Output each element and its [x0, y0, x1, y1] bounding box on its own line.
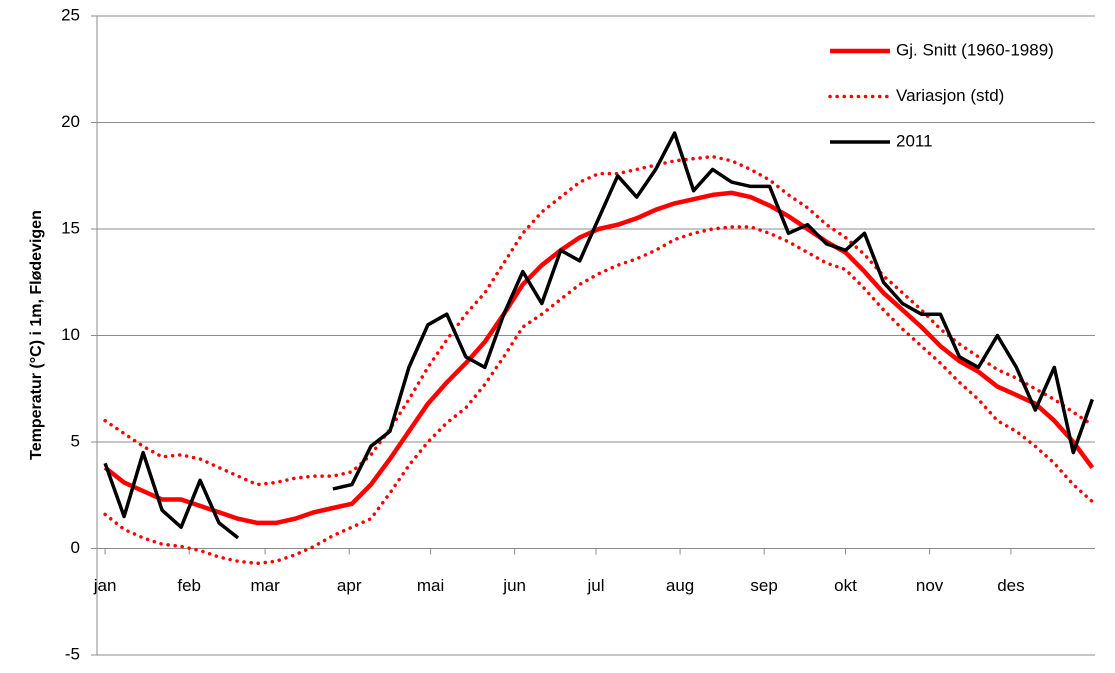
series-line	[103, 131, 1094, 540]
x-tick-label: feb	[177, 576, 201, 595]
y-tick-label: 15	[61, 218, 80, 237]
x-tick-label: nov	[916, 576, 944, 595]
x-tick-label: des	[997, 576, 1024, 595]
x-tick-label: mai	[417, 576, 444, 595]
x-tick-label: aug	[666, 576, 694, 595]
x-tick-label: jul	[586, 576, 604, 595]
y-axis-label: Temperatur (°C) i 1m, Flødevigen	[28, 210, 45, 460]
y-tick-label: 10	[61, 325, 80, 344]
x-tick-label: jun	[502, 576, 526, 595]
x-tick-label: jan	[93, 576, 117, 595]
y-tick-label: -5	[65, 644, 80, 663]
series-line	[103, 154, 1095, 487]
x-tick-label: mar	[251, 576, 281, 595]
x-tick-label: apr	[337, 576, 362, 595]
series-line	[103, 190, 1095, 526]
y-tick-label: 20	[61, 112, 80, 131]
legend-label: Gj. Snitt (1960-1989)	[896, 40, 1054, 59]
legend-label: 2011	[896, 131, 933, 150]
y-tick-label: 0	[71, 538, 80, 557]
x-tick-label: sep	[750, 576, 777, 595]
y-tick-label: 5	[71, 431, 80, 450]
y-tick-label: 25	[61, 5, 80, 24]
series-line	[103, 225, 1095, 566]
legend-label: Variasjon (std)	[896, 86, 1004, 105]
x-tick-label: okt	[834, 576, 857, 595]
